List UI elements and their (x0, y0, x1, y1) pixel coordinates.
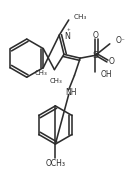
Text: O: O (109, 57, 115, 67)
Text: CH₃: CH₃ (35, 70, 47, 76)
Text: ⁺: ⁺ (67, 29, 71, 35)
Text: N: N (64, 32, 70, 41)
Text: CH₃: CH₃ (73, 14, 87, 20)
Text: NH: NH (65, 88, 76, 97)
Text: O⁻: O⁻ (116, 36, 125, 45)
Text: OH: OH (100, 70, 112, 79)
Text: O: O (92, 31, 98, 40)
Text: S: S (93, 51, 98, 60)
Text: CH₃: CH₃ (50, 78, 63, 84)
Text: OCH₃: OCH₃ (45, 159, 65, 168)
